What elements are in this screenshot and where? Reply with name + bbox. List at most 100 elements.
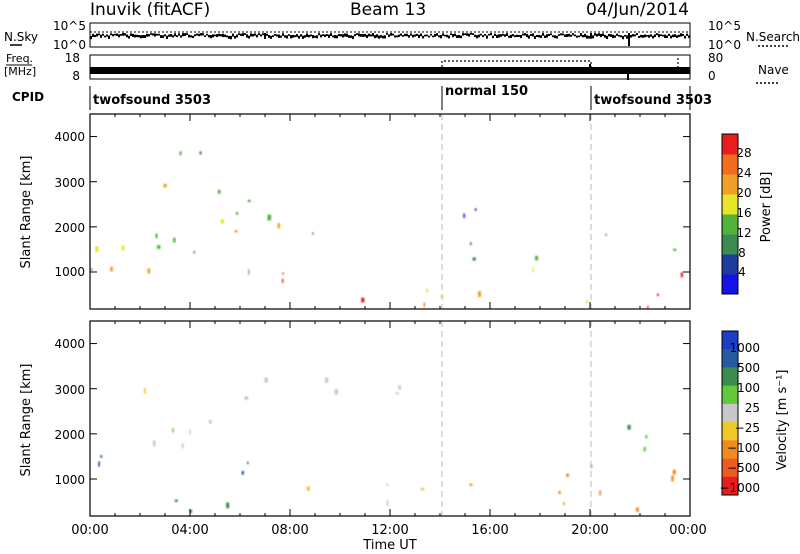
sky-noise-sample: [380, 35, 382, 38]
velocity-cell: [636, 507, 639, 512]
sky-noise-sample: [200, 33, 202, 36]
power-cell: [267, 214, 272, 221]
sky-noise-sample: [202, 33, 204, 36]
sky-noise-sample: [254, 33, 256, 36]
sky-noise-sample: [398, 34, 400, 37]
sky-noise-sample: [498, 34, 500, 38]
velocity-cell: [566, 473, 569, 477]
sky-noise-sample: [368, 33, 370, 37]
xtick-08: 08:00: [271, 523, 308, 538]
sky-noise-sample: [540, 35, 542, 39]
sky-noise-sample: [464, 33, 466, 35]
velocity-cbar-tick-3: 100: [737, 381, 760, 395]
sky-noise-sample: [504, 34, 506, 37]
sky-noise-sample: [642, 35, 644, 38]
x-axis: 00:00 04:00 08:00 12:00 16:00 20:00 00:0…: [71, 523, 706, 553]
freq-panel: Freq. [MHz] 18 8 80 0 Nave: [4, 51, 789, 84]
sky-noise-sample: [474, 34, 476, 38]
sky-noise-sample: [120, 34, 122, 36]
sky-noise-sample: [382, 35, 384, 39]
sky-noise-sample: [248, 35, 250, 39]
velocity-cell: [420, 488, 425, 491]
sky-noise-spike: [590, 33, 592, 37]
power-cell: [472, 257, 476, 261]
sky-noise-sample: [672, 34, 674, 38]
power-cell: [217, 189, 221, 194]
sky-noise-sample: [558, 34, 560, 36]
sky-noise-sample: [402, 35, 404, 37]
sky-noise-sample: [554, 35, 556, 39]
sky-noise-sample: [224, 34, 226, 37]
sky-noise-sample: [488, 33, 490, 36]
sky-noise-sample: [300, 34, 302, 37]
sky-panel: N.Sky 10^5 10^0 10^5 10^0 N.Search: [4, 19, 800, 52]
sky-noise-sample: [144, 35, 146, 39]
nave-line: [441, 60, 592, 67]
sky-noise-sample: [94, 34, 96, 38]
sky-noise-sample: [584, 33, 586, 38]
sky-noise-sample: [666, 35, 668, 39]
sky-noise-sample: [390, 33, 392, 36]
power-colorbar-segment: [722, 234, 738, 255]
velocity-cell: [144, 387, 146, 394]
sky-noise-sample: [596, 33, 598, 37]
sky-noise-sample: [530, 33, 532, 36]
sky-noise-trace: [90, 31, 690, 46]
cpid-segment-2: normal 150: [445, 84, 528, 99]
sky-noise-sample: [242, 33, 244, 37]
sky-noise-sample: [156, 33, 158, 36]
xtick-12: 12:00: [371, 523, 408, 538]
power-colorbar: [721, 133, 739, 295]
sky-noise-sample: [292, 34, 294, 38]
velocity-axis: [89, 321, 691, 516]
sky-noise-sample: [208, 34, 210, 38]
velocity-cell: [246, 461, 249, 465]
sky-noise-sample: [564, 34, 566, 37]
sky-noise-sample: [526, 33, 528, 38]
power-cbar-tick-28: 28: [736, 146, 751, 160]
power-cell: [535, 255, 539, 261]
sky-noise-sample: [344, 33, 346, 37]
sky-noise-sample: [278, 34, 280, 38]
sky-noise-sample: [222, 33, 224, 38]
freq-label-line2: [MHz]: [4, 65, 36, 78]
sky-noise-sample: [410, 33, 412, 36]
power-cell: [173, 237, 176, 243]
sky-noise-sample: [322, 34, 324, 37]
velocity-colorbar: [721, 330, 739, 496]
sky-noise-sample: [130, 33, 132, 37]
sky-noise-sample: [424, 34, 426, 37]
sky-noise-sample: [360, 33, 362, 37]
sky-noise-sample: [296, 34, 298, 37]
sky-noise-sample: [648, 34, 650, 38]
power-colorbar-segment: [722, 194, 738, 215]
sky-noise-sample: [486, 35, 488, 39]
sky-noise-sample: [412, 34, 414, 38]
sky-noise-sample: [638, 35, 640, 38]
sky-noise-sample: [266, 33, 268, 36]
sky-noise-sample: [196, 33, 198, 36]
date-title: 04/Jun/2014: [586, 0, 689, 20]
power-cell: [657, 293, 659, 297]
sky-noise-sample: [272, 35, 274, 38]
power-cell: [282, 278, 284, 283]
velocity-cell: [334, 389, 338, 395]
velocity-cell: [671, 475, 674, 482]
sky-noise-sample: [518, 34, 520, 37]
sky-noise-sample: [258, 33, 260, 36]
sky-noise-sample: [622, 35, 624, 40]
sky-noise-sample: [298, 35, 300, 39]
sky-noise-sample: [362, 34, 364, 37]
velocity-colorbar-segment: [722, 385, 738, 405]
sky-noise-sample: [176, 35, 178, 38]
sky-noise-sample: [252, 33, 254, 37]
sky-noise-sample: [550, 33, 552, 36]
sky-noise-sample: [226, 35, 228, 38]
velocity-ytick-2000: 2000: [54, 428, 85, 442]
sky-noise-sample: [214, 34, 216, 37]
sky-noise-sample: [570, 34, 572, 37]
power-cell: [477, 291, 482, 297]
sky-noise-sample: [444, 34, 446, 37]
